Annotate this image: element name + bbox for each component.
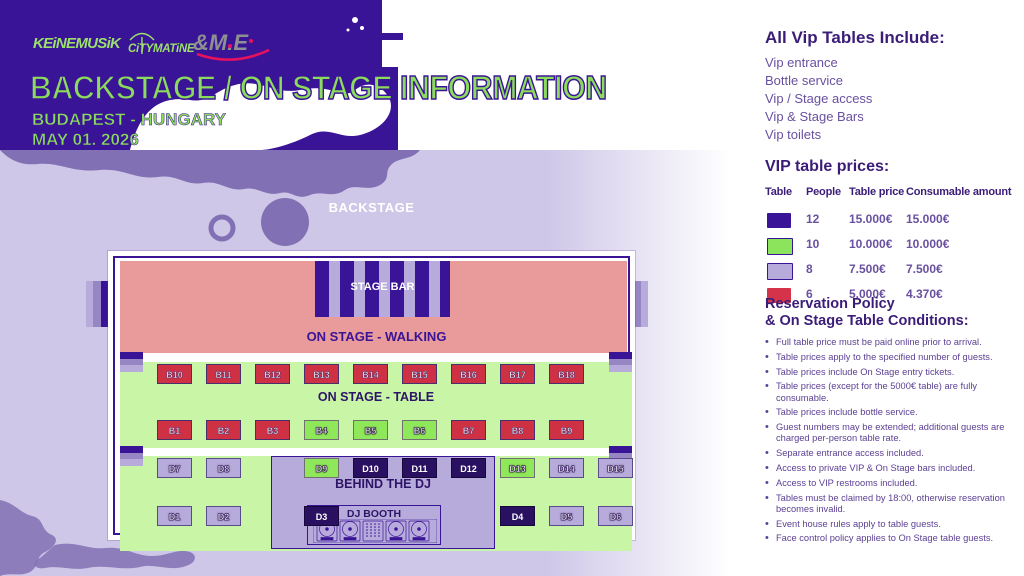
svg-text:CiTYMATiNE: CiTYMATiNE xyxy=(128,43,195,55)
svg-text:&M.E: &M.E xyxy=(193,30,249,55)
svg-text:KEiNEMUSiK: KEiNEMUSiK xyxy=(33,35,122,52)
